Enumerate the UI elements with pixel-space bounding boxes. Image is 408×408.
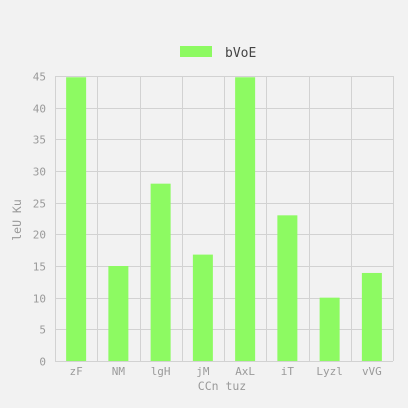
x-tick-label: Lyzl bbox=[316, 365, 343, 378]
y-tick-label: 5 bbox=[39, 324, 46, 337]
legend: bVoE bbox=[180, 46, 256, 61]
x-axis-title: CCn tuz bbox=[198, 379, 246, 393]
x-tick-label: jM bbox=[196, 365, 210, 378]
y-tick-label: 35 bbox=[33, 134, 46, 147]
y-tick-label: 40 bbox=[33, 103, 46, 116]
legend-swatch bbox=[180, 46, 212, 57]
y-tick-label: 30 bbox=[33, 166, 46, 179]
bar-lgH bbox=[150, 183, 171, 361]
bar-zF bbox=[66, 77, 87, 362]
x-tick-label: zF bbox=[70, 365, 83, 378]
bar-AxL bbox=[235, 77, 256, 362]
x-tick-label: vVG bbox=[362, 365, 382, 378]
y-tick-label: 20 bbox=[33, 229, 46, 242]
x-tick-label: AxL bbox=[235, 365, 255, 378]
bar-NM bbox=[108, 266, 129, 361]
bar-iT bbox=[277, 215, 298, 361]
y-tick-label: 45 bbox=[33, 71, 46, 84]
bar-Lyzl bbox=[319, 297, 340, 361]
x-tick-label: lgH bbox=[151, 365, 171, 378]
bar-vVG bbox=[361, 272, 382, 361]
y-axis-title: leU Ku bbox=[10, 199, 24, 241]
y-tick-labels: 0 5 10 15 20 25 30 35 40 45 bbox=[33, 71, 46, 369]
y-tick-label: 0 bbox=[39, 356, 46, 369]
x-tick-labels: zF NM lgH jM AxL iT Lyzl vVG bbox=[70, 365, 382, 378]
legend-label: bVoE bbox=[225, 46, 256, 61]
bar-jM bbox=[192, 254, 213, 361]
x-tick-label: NM bbox=[112, 365, 126, 378]
grid-lines bbox=[55, 76, 394, 362]
y-tick-label: 25 bbox=[33, 198, 46, 211]
bars bbox=[66, 77, 382, 362]
x-tick-label: iT bbox=[281, 365, 295, 378]
y-tick-label: 15 bbox=[33, 261, 46, 274]
y-tick-label: 10 bbox=[33, 293, 46, 306]
